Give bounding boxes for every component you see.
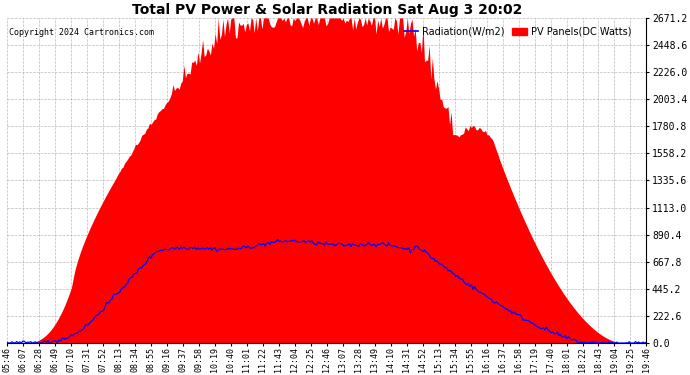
Title: Total PV Power & Solar Radiation Sat Aug 3 20:02: Total PV Power & Solar Radiation Sat Aug… bbox=[132, 3, 522, 17]
Legend: Radiation(W/m2), PV Panels(DC Watts): Radiation(W/m2), PV Panels(DC Watts) bbox=[400, 23, 635, 40]
Text: Copyright 2024 Cartronics.com: Copyright 2024 Cartronics.com bbox=[8, 28, 154, 37]
